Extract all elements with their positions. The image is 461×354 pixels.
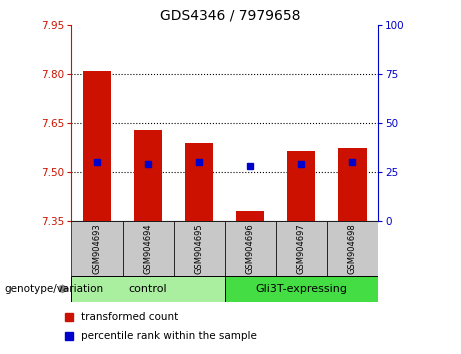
Bar: [236, 211, 264, 221]
Bar: [287, 151, 315, 221]
FancyBboxPatch shape: [327, 221, 378, 276]
FancyBboxPatch shape: [276, 221, 327, 276]
FancyBboxPatch shape: [225, 221, 276, 276]
Text: percentile rank within the sample: percentile rank within the sample: [81, 331, 257, 341]
Bar: [83, 71, 111, 221]
Text: GDS4346 / 7979658: GDS4346 / 7979658: [160, 9, 301, 23]
FancyBboxPatch shape: [225, 276, 378, 302]
FancyArrow shape: [60, 285, 68, 293]
Text: GSM904694: GSM904694: [143, 223, 153, 274]
Text: genotype/variation: genotype/variation: [5, 284, 104, 294]
FancyBboxPatch shape: [174, 221, 225, 276]
Text: GSM904693: GSM904693: [93, 223, 101, 274]
Text: transformed count: transformed count: [81, 312, 178, 322]
FancyBboxPatch shape: [123, 221, 174, 276]
FancyBboxPatch shape: [71, 221, 123, 276]
Bar: [134, 130, 162, 221]
Text: GSM904697: GSM904697: [297, 223, 306, 274]
FancyBboxPatch shape: [71, 276, 225, 302]
Text: GSM904695: GSM904695: [195, 223, 204, 274]
Text: Gli3T-expressing: Gli3T-expressing: [255, 284, 348, 294]
Text: GSM904698: GSM904698: [348, 223, 357, 274]
Bar: [338, 148, 366, 221]
Bar: [185, 143, 213, 221]
Text: GSM904696: GSM904696: [246, 223, 255, 274]
Text: control: control: [129, 284, 167, 294]
